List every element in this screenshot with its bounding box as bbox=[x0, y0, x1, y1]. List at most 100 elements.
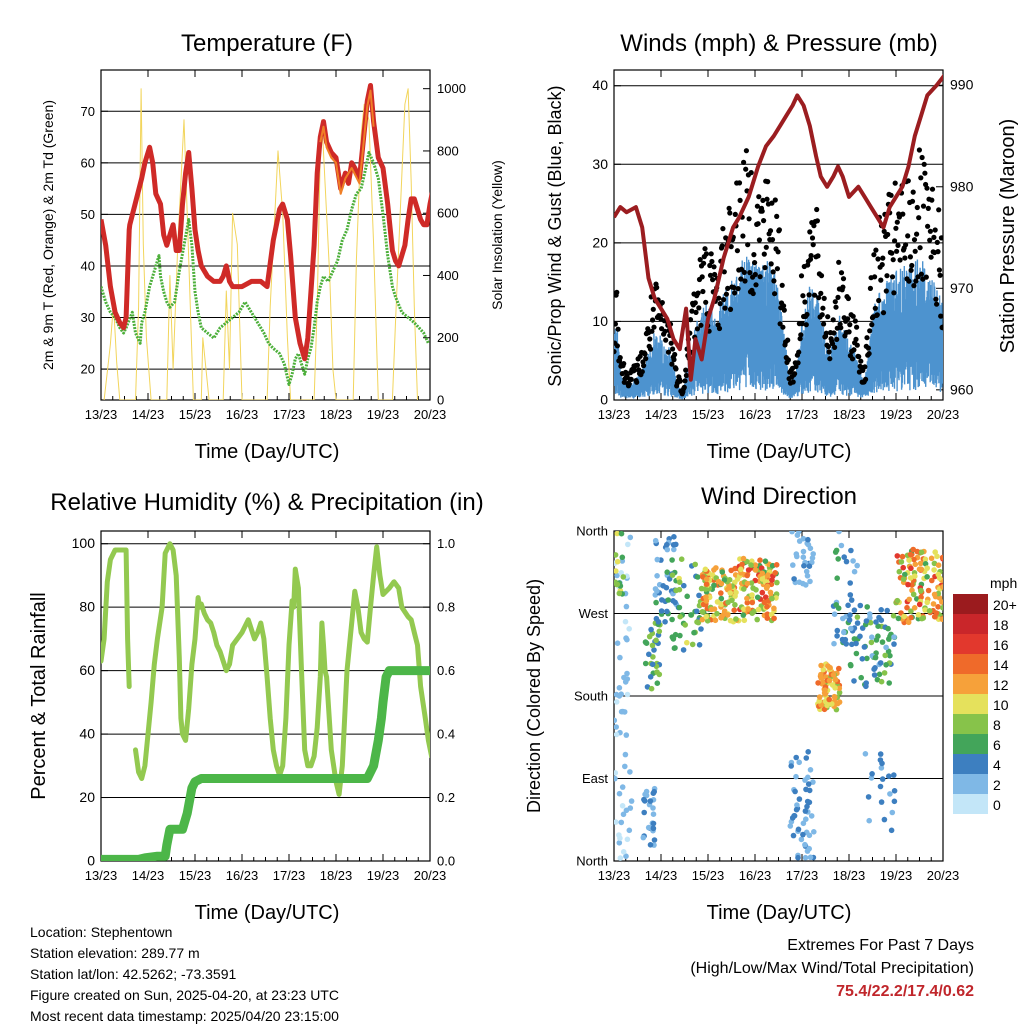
direction-point bbox=[626, 626, 632, 632]
direction-point bbox=[908, 565, 914, 572]
x-tick-label: 15/23 bbox=[179, 868, 212, 883]
y-tick-label: 40 bbox=[79, 726, 95, 742]
direction-point bbox=[744, 599, 751, 606]
y2-tick-label: 970 bbox=[950, 280, 974, 296]
direction-point bbox=[829, 682, 836, 688]
direction-point bbox=[865, 794, 872, 800]
direction-point bbox=[805, 536, 811, 543]
direction-point bbox=[842, 636, 849, 643]
direction-point bbox=[936, 575, 943, 581]
gust-point bbox=[918, 271, 925, 277]
direction-point bbox=[643, 640, 650, 646]
direction-point bbox=[790, 562, 796, 568]
direction-point bbox=[850, 558, 856, 564]
y-tick-label: 40 bbox=[592, 77, 608, 93]
direction-point bbox=[877, 751, 884, 757]
gust-point bbox=[821, 295, 827, 301]
direction-point bbox=[764, 603, 770, 610]
gust-point bbox=[722, 305, 728, 311]
direction-point bbox=[660, 583, 666, 589]
direction-point bbox=[676, 579, 683, 585]
direction-point bbox=[886, 773, 892, 779]
direction-point bbox=[922, 607, 928, 613]
y2-tick-label: 0.6 bbox=[437, 663, 455, 678]
gust-point bbox=[840, 276, 847, 282]
legend-swatch bbox=[953, 754, 988, 774]
direction-point bbox=[614, 568, 619, 574]
gust-point bbox=[872, 274, 878, 280]
direction-point bbox=[616, 693, 623, 699]
gust-point bbox=[872, 305, 878, 311]
gust-point bbox=[727, 210, 733, 216]
gust-point bbox=[695, 290, 701, 296]
direction-point bbox=[899, 553, 906, 560]
gust-point bbox=[716, 325, 723, 332]
gust-point bbox=[687, 317, 694, 323]
gust-point bbox=[924, 185, 930, 191]
gust-point bbox=[854, 324, 860, 330]
gust-point bbox=[672, 351, 678, 358]
direction-point bbox=[796, 759, 802, 766]
direction-point bbox=[704, 618, 711, 624]
gust-point bbox=[925, 223, 931, 229]
direction-point bbox=[895, 615, 902, 622]
gust-point bbox=[936, 267, 943, 273]
direction-point bbox=[811, 829, 817, 835]
legend-title: mph bbox=[990, 575, 1017, 591]
gust-point bbox=[696, 305, 702, 311]
direction-point bbox=[654, 573, 660, 579]
legend-swatch bbox=[953, 674, 988, 694]
gust-point bbox=[832, 299, 838, 305]
gust-point bbox=[819, 312, 825, 318]
legend-swatch bbox=[953, 594, 988, 614]
gust-point bbox=[634, 379, 640, 385]
legend-swatch bbox=[953, 774, 988, 794]
direction-point bbox=[806, 563, 813, 569]
gust-point bbox=[838, 325, 844, 331]
gust-point bbox=[832, 344, 838, 350]
legend-label: 6 bbox=[993, 737, 1001, 753]
temperature-series-group bbox=[101, 83, 430, 400]
extremes-values: 75.4/22.2/17.4/0.62 bbox=[836, 983, 974, 1000]
gust-point bbox=[743, 148, 750, 154]
direction-point bbox=[727, 590, 734, 596]
direction-point bbox=[829, 701, 835, 707]
direction-point bbox=[915, 612, 922, 618]
direction-point bbox=[788, 763, 794, 769]
direction-point bbox=[901, 613, 907, 620]
wind-direction-title: Wind Direction bbox=[701, 483, 857, 510]
direction-point bbox=[910, 591, 917, 598]
gust-point bbox=[740, 233, 746, 239]
gust-point bbox=[879, 262, 885, 268]
direction-point bbox=[816, 694, 823, 700]
gust-point bbox=[752, 260, 758, 266]
direction-point bbox=[640, 834, 647, 841]
direction-point bbox=[694, 608, 700, 615]
direction-point bbox=[624, 676, 631, 682]
direction-point bbox=[721, 610, 728, 617]
gust-point bbox=[916, 147, 923, 153]
gust-point bbox=[785, 357, 792, 363]
direction-point bbox=[795, 826, 802, 833]
direction-point bbox=[645, 824, 652, 831]
gust-point bbox=[800, 293, 806, 299]
x-tick-label: 14/23 bbox=[645, 407, 678, 422]
direction-point bbox=[670, 542, 677, 548]
direction-point bbox=[692, 561, 698, 568]
direction-point bbox=[764, 583, 771, 589]
direction-point bbox=[739, 561, 745, 568]
direction-point bbox=[620, 574, 627, 580]
direction-point bbox=[929, 577, 935, 584]
y-tick-label: 20 bbox=[79, 789, 95, 805]
station-location: Location: Stephentown bbox=[30, 924, 173, 940]
gust-point bbox=[647, 336, 653, 342]
gust-point bbox=[826, 349, 832, 355]
direction-point bbox=[877, 783, 884, 790]
x-tick-label: 16/23 bbox=[739, 407, 772, 422]
direction-point bbox=[930, 601, 937, 607]
direction-point bbox=[831, 693, 838, 700]
direction-point bbox=[803, 568, 810, 575]
wind-direction-panel: Wind Direction 13/23 14/23 15/23 16/23 17/23… bbox=[524, 483, 1017, 924]
direction-point bbox=[676, 604, 683, 611]
